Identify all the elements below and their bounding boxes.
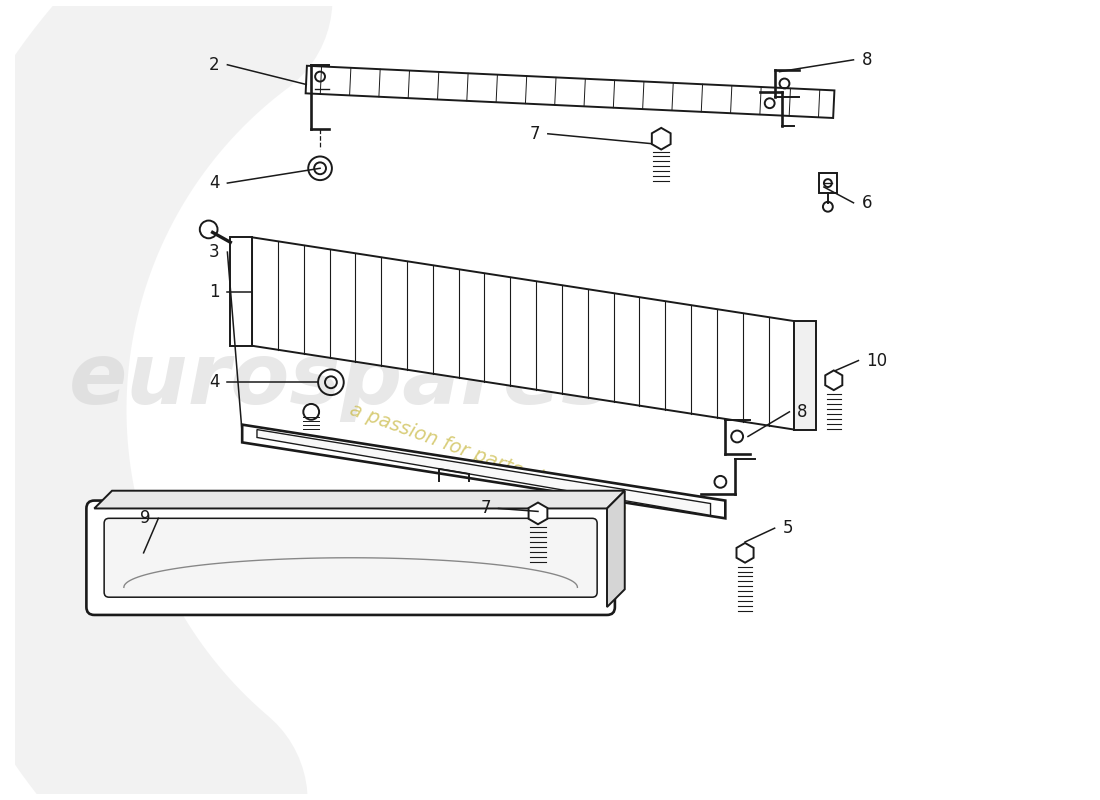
FancyBboxPatch shape [104, 518, 597, 597]
Text: 1: 1 [209, 282, 220, 301]
Polygon shape [252, 238, 794, 430]
Polygon shape [529, 502, 548, 524]
Text: 5: 5 [782, 519, 793, 537]
Polygon shape [737, 543, 754, 562]
Polygon shape [95, 490, 625, 509]
Text: 8: 8 [798, 403, 807, 421]
Text: 7: 7 [529, 125, 540, 142]
Text: 2: 2 [209, 56, 220, 74]
Polygon shape [652, 128, 671, 150]
Polygon shape [825, 370, 843, 390]
Text: 4: 4 [209, 374, 220, 391]
Polygon shape [607, 490, 625, 607]
Text: 8: 8 [861, 51, 872, 69]
Text: 10: 10 [867, 351, 888, 370]
Polygon shape [820, 174, 837, 193]
Text: 3: 3 [209, 243, 220, 261]
Text: 6: 6 [861, 194, 872, 212]
FancyBboxPatch shape [87, 501, 615, 615]
Text: a passion for parts since 1985: a passion for parts since 1985 [348, 400, 630, 518]
Polygon shape [794, 321, 816, 430]
Polygon shape [257, 430, 711, 515]
Polygon shape [306, 66, 835, 118]
Text: 7: 7 [481, 499, 491, 518]
Text: 9: 9 [140, 510, 151, 527]
Polygon shape [230, 238, 252, 346]
Text: eurospares: eurospares [68, 338, 613, 422]
Text: 4: 4 [209, 174, 220, 192]
Polygon shape [242, 425, 725, 518]
